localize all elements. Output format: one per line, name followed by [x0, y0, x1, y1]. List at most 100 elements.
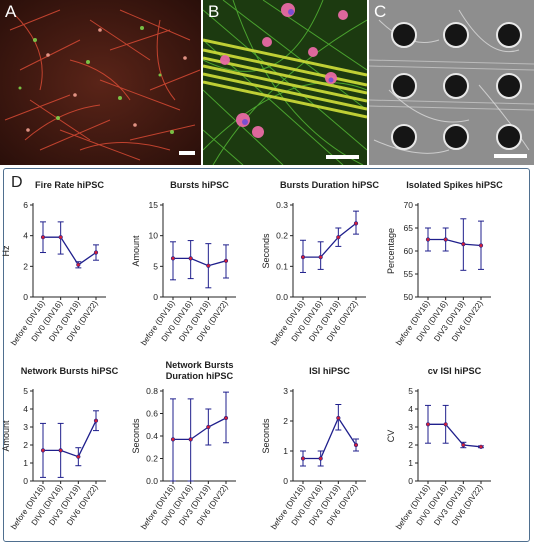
- chart3-series-line: [303, 222, 357, 258]
- chart4-data-point: [425, 237, 431, 242]
- chart3-data-point: [318, 255, 323, 260]
- chart8-data-point: [425, 422, 431, 427]
- chart3-data-point: [336, 235, 341, 240]
- chart4-series-line: [428, 238, 482, 247]
- chart8-y-tick-label: 3: [408, 422, 413, 432]
- chart7-y-tick-label: 0: [283, 476, 288, 486]
- microscopy-panel-c: C: [369, 0, 534, 165]
- chart1-data-point: [76, 262, 81, 267]
- chart5-series-line: [43, 420, 97, 458]
- chart5-title: Network Bursts hiPSC: [21, 366, 119, 376]
- chart6-data-point: [170, 437, 176, 442]
- microscopy-panel-a: A: [0, 0, 201, 165]
- chart1-data-point: [58, 235, 63, 240]
- chart2-data-point: [206, 263, 211, 268]
- chart5-data-point: [58, 448, 63, 453]
- chart1-y-tick-label: 6: [23, 200, 28, 210]
- chart4-y-tick-label: 70: [404, 200, 414, 210]
- chart8-data-point: [478, 444, 484, 449]
- chart6-y-tick-label: 0.6: [146, 409, 158, 419]
- chart2-data-point: [170, 256, 176, 261]
- chart3-data-point: [353, 221, 359, 226]
- chart8-y-tick-label: 1: [408, 458, 413, 468]
- chart6-y-tick-label: 0.8: [146, 386, 158, 396]
- chart6-y-tick-label: 0.4: [146, 431, 158, 441]
- chart5-data-point: [93, 418, 99, 423]
- chart8-y-tick-label: 2: [408, 440, 413, 450]
- chart8-title: cv ISI hiPSC: [428, 366, 482, 376]
- chart1-y-label: Hz: [1, 245, 11, 256]
- chart1-title: Fire Rate hiPSC: [35, 180, 104, 190]
- chart8-y-tick-label: 4: [408, 404, 413, 414]
- chart6-y-tick-label: 0.2: [146, 454, 158, 464]
- chart5-y-tick-label: 0: [23, 476, 28, 486]
- chart7-y-label: Seconds: [261, 418, 271, 454]
- chart7-y-tick-label: 3: [283, 386, 288, 396]
- chart-panel-frame: [3, 168, 530, 542]
- microscopy-panel-b: B: [203, 0, 367, 165]
- chart5-y-label: Amount: [1, 420, 11, 452]
- chart4-data-point: [461, 242, 466, 247]
- chart7-data-point: [300, 456, 306, 461]
- chart5-data-point: [40, 448, 46, 453]
- chart5-data-point: [76, 454, 81, 459]
- chart4-data-point: [478, 243, 484, 248]
- fluorescence-image-a: [0, 0, 201, 165]
- chart6-y-label: Seconds: [131, 418, 141, 454]
- chart5-y-tick-label: 2: [23, 440, 28, 450]
- chart2-y-tick-label: 15: [149, 200, 159, 210]
- chart2-y-tick-label: 0: [153, 292, 158, 302]
- chart2-series-line: [173, 257, 227, 267]
- chart8-y-label: CV: [386, 430, 396, 443]
- chart7-data-point: [336, 415, 341, 421]
- chart1-data-point: [40, 235, 46, 240]
- fluorescence-image-b: [203, 0, 367, 165]
- panel-letter-a: A: [5, 2, 17, 21]
- chart5-y-tick-label: 5: [23, 386, 28, 396]
- panel-letter-c: C: [374, 2, 387, 21]
- chart6-y-tick-label: 0.0: [146, 476, 158, 486]
- panel-letter-b: B: [208, 2, 220, 21]
- chart2-y-tick-label: 10: [149, 231, 159, 241]
- chart2-y-tick-label: 5: [153, 261, 158, 271]
- phase-contrast-image-c: [369, 0, 534, 165]
- chart7-title: ISI hiPSC: [309, 366, 350, 376]
- chart5-y-tick-label: 4: [23, 404, 28, 414]
- chart5-y-tick-label: 3: [23, 422, 28, 432]
- panel-letter-d: D: [11, 174, 23, 191]
- chart1-data-point: [93, 250, 99, 255]
- chart3-title: Bursts Duration hiPSC: [280, 180, 379, 190]
- chart6-data-point: [188, 437, 193, 442]
- scale-bar-c: [494, 154, 527, 158]
- chart7-data-point: [353, 442, 359, 448]
- chart1-y-tick-label: 4: [23, 231, 28, 241]
- chart8-data-point: [461, 442, 466, 448]
- chart5-y-tick-label: 1: [23, 458, 28, 468]
- chart3-data-point: [300, 255, 306, 260]
- chart2-data-point: [188, 256, 193, 261]
- chart4-y-tick-label: 55: [404, 269, 414, 279]
- chart4-y-tick-label: 60: [404, 246, 414, 256]
- chart3-y-tick-label: 0.2: [276, 231, 288, 241]
- chart1-y-tick-label: 0: [23, 292, 28, 302]
- chart8-data-point: [443, 422, 448, 427]
- chart8-y-tick-label: 5: [408, 386, 413, 396]
- chart8-series-line: [428, 423, 482, 448]
- chart3-y-label: Seconds: [261, 233, 271, 269]
- chart6-data-point: [223, 415, 229, 421]
- chart2-title: Bursts hiPSC: [170, 180, 229, 190]
- chart1-series-line: [43, 236, 97, 266]
- chart7-y-tick-label: 2: [283, 416, 288, 426]
- chart4-y-tick-label: 65: [404, 223, 414, 233]
- chart4-y-label: Percentage: [386, 228, 396, 274]
- chart3-y-tick-label: 0.1: [276, 261, 288, 271]
- scale-bar-b: [326, 155, 359, 159]
- chart4-title: Isolated Spikes hiPSC: [406, 180, 503, 190]
- chart4-data-point: [443, 237, 448, 242]
- chart2-data-point: [223, 258, 229, 263]
- chart3-y-tick-label: 0.3: [276, 200, 288, 210]
- chart7-data-point: [318, 456, 323, 461]
- chart6-series-line: [173, 417, 227, 441]
- chart1-y-tick-label: 2: [23, 261, 28, 271]
